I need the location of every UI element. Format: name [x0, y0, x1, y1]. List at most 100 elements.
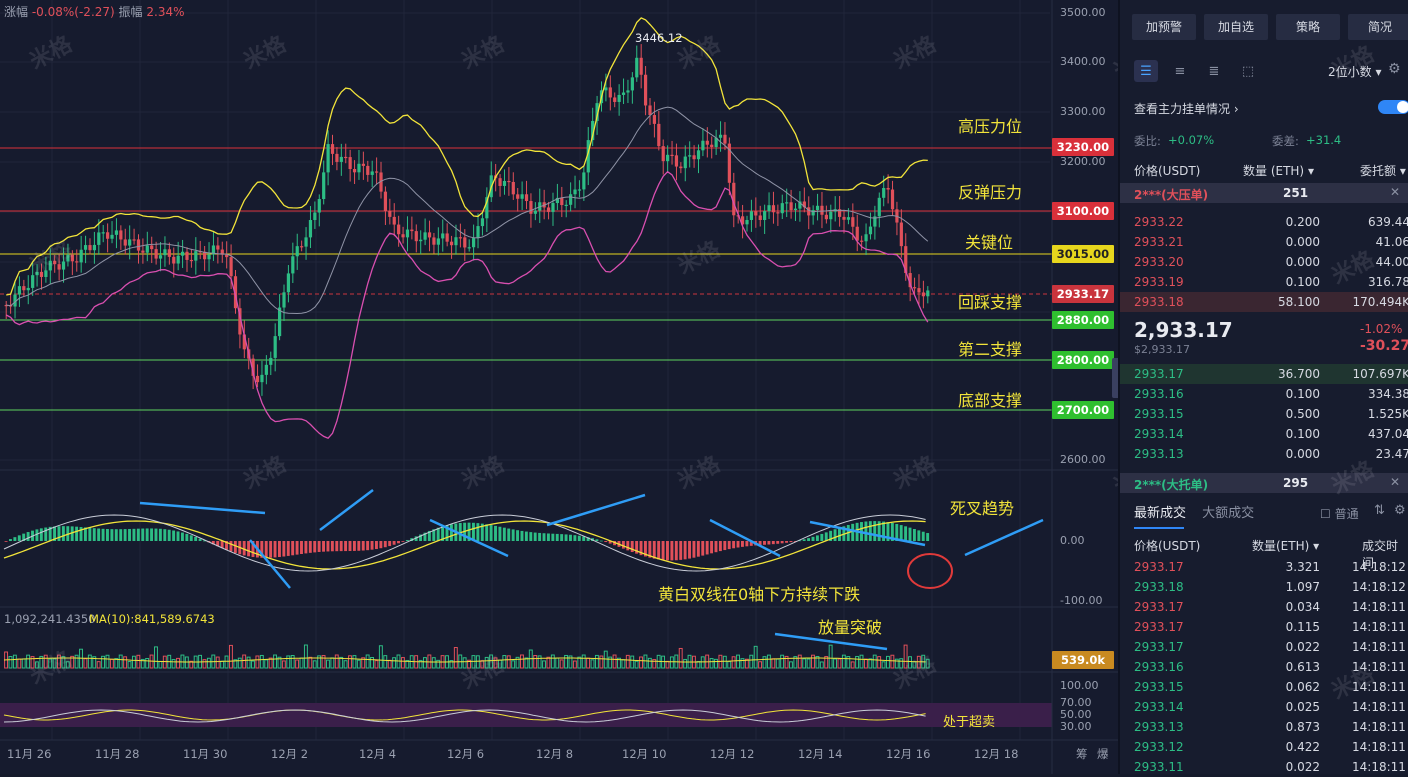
candle-body: [740, 216, 745, 225]
candle-body: [17, 286, 22, 295]
macd-bar: [277, 541, 281, 558]
candle-body: [648, 105, 652, 116]
both-sides-view-icon[interactable]: ☰: [1134, 60, 1158, 82]
macd-bar: [820, 533, 824, 541]
trade-row: 2933.16 0.613 14:18:11: [1120, 657, 1408, 677]
volume-bar: [603, 650, 608, 669]
tab-large-trades[interactable]: 大额成交: [1202, 506, 1255, 521]
add-alert-button[interactable]: 加预警: [1132, 14, 1196, 40]
orderbook-row[interactable]: 2933.17 36.700 107.697K: [1120, 364, 1408, 384]
candle-body: [926, 290, 930, 297]
row-price: 2933.19: [1134, 275, 1184, 289]
strategy-button[interactable]: 策略: [1276, 14, 1340, 40]
orderbook-row[interactable]: 2933.21 0.000 41.06: [1120, 232, 1408, 252]
close-icon[interactable]: ✕: [1390, 475, 1401, 489]
liquidation-label[interactable]: 爆: [1097, 747, 1109, 761]
big-bid-bar[interactable]: 2***(大托单) 295 ✕: [1120, 473, 1408, 493]
chart-area[interactable]: 涨幅 -0.08%(-2.27) 振幅 2.34% 3446.12 3500.0…: [0, 0, 1160, 774]
candle-body: [136, 239, 141, 251]
candle-body: [511, 181, 515, 195]
macd-bar: [785, 541, 788, 543]
x-tick-label: 12月 2: [271, 747, 309, 761]
candle-body: [70, 254, 74, 262]
candle-body: [472, 238, 476, 248]
orderbook-row[interactable]: 2933.13 0.000 23.47: [1120, 444, 1408, 464]
main-orders-toggle[interactable]: [1378, 100, 1408, 114]
volume-ma-line: [3, 657, 926, 663]
volume-bar: [520, 654, 524, 669]
volume-bar: [722, 655, 727, 669]
volume-bar: [418, 659, 423, 669]
watch-main-orders[interactable]: 查看主力挂单情况 ›: [1134, 100, 1239, 117]
macd-bar: [22, 533, 26, 541]
volume-bar: [740, 658, 745, 669]
filter-icon[interactable]: ⇅: [1374, 503, 1385, 518]
rsi-tick: 100.00: [1060, 679, 1099, 692]
bids-view-icon[interactable]: ≡: [1174, 63, 1186, 79]
candle-body: [119, 230, 123, 240]
macd-bar: [714, 541, 718, 553]
volume-bar: [577, 656, 582, 669]
volume-bar: [771, 658, 776, 669]
candlestick-chart[interactable]: [0, 0, 1118, 774]
chip-label[interactable]: 筹: [1076, 747, 1088, 761]
panel-collapse-handle[interactable]: [1112, 358, 1120, 398]
big-ask-bar[interactable]: 2***(大压单) 251 ✕: [1120, 183, 1408, 203]
orderbook-row[interactable]: 2933.15 0.500 1.525K: [1120, 404, 1408, 424]
trade-qty: 0.613: [1285, 660, 1320, 674]
volume-bar: [348, 655, 352, 669]
decimal-selector[interactable]: 2位小数 ▾: [1328, 63, 1382, 80]
volume-bar: [48, 658, 53, 669]
tab-latest-trades[interactable]: 最新成交: [1134, 506, 1187, 521]
orderbook-row[interactable]: 2933.16 0.100 334.38: [1120, 384, 1408, 404]
orderbook-row[interactable]: 2933.19 0.100 316.78: [1120, 272, 1408, 292]
macd-bar: [123, 529, 127, 541]
macd-bar: [807, 538, 811, 541]
macd-bar: [251, 541, 255, 558]
volume-bar: [96, 661, 101, 669]
close-icon[interactable]: ✕: [1390, 185, 1401, 199]
normal-filter[interactable]: ☐ 普通: [1320, 505, 1359, 522]
candle-body: [423, 232, 427, 240]
trade-row: 2933.17 0.034 14:18:11: [1120, 597, 1408, 617]
trend-arrow: [546, 493, 646, 527]
settings-icon[interactable]: ⚙: [1394, 503, 1406, 518]
trade-qty: 0.062: [1285, 680, 1320, 694]
macd-bar: [449, 524, 453, 541]
macd-bar: [106, 529, 109, 541]
volume-bar: [202, 659, 207, 669]
macd-bar: [286, 541, 290, 556]
overview-button[interactable]: 简况: [1348, 14, 1408, 40]
volume-bar: [436, 659, 441, 669]
trades-tabs: 最新成交 大额成交: [1134, 502, 1254, 521]
expand-view-icon[interactable]: ⬚: [1241, 63, 1255, 79]
macd-bar: [886, 522, 890, 541]
settings-icon[interactable]: ⚙: [1388, 61, 1401, 77]
candle-body: [189, 259, 194, 262]
rsi-line: [3, 709, 926, 721]
volume-bar: [176, 657, 180, 669]
macd-bar: [829, 530, 833, 541]
orderbook-row[interactable]: 2933.20 0.000 44.00: [1120, 252, 1408, 272]
orderbook-row[interactable]: 2933.22 0.200 639.44: [1120, 212, 1408, 232]
trade-col-qty[interactable]: 数量(ETH) ▾: [1252, 539, 1320, 553]
checkbox-icon[interactable]: ☐: [1320, 507, 1331, 521]
volume-bar: [886, 655, 890, 669]
col-total[interactable]: 委托额 ▾: [1360, 164, 1406, 178]
orderbook-row[interactable]: 2933.18 58.100 170.494K: [1120, 292, 1408, 312]
volume-bar: [894, 658, 899, 669]
candle-body: [92, 244, 96, 251]
volume-bar: [678, 647, 683, 669]
macd-bar: [705, 541, 709, 555]
volume-bar: [308, 656, 313, 669]
add-watchlist-button[interactable]: 加自选: [1204, 14, 1268, 40]
highlight-circle: [907, 553, 953, 589]
orderbook-row[interactable]: 2933.14 0.100 437.04: [1120, 424, 1408, 444]
level-box-2880: 2880.00: [1052, 311, 1114, 329]
asks-view-icon[interactable]: ≣: [1208, 63, 1220, 79]
col-qty[interactable]: 数量 (ETH) ▾: [1243, 164, 1314, 178]
candle-body: [679, 166, 683, 169]
volume-bar: [621, 659, 626, 669]
volume-bar: [387, 659, 392, 669]
candle-body: [890, 189, 895, 210]
